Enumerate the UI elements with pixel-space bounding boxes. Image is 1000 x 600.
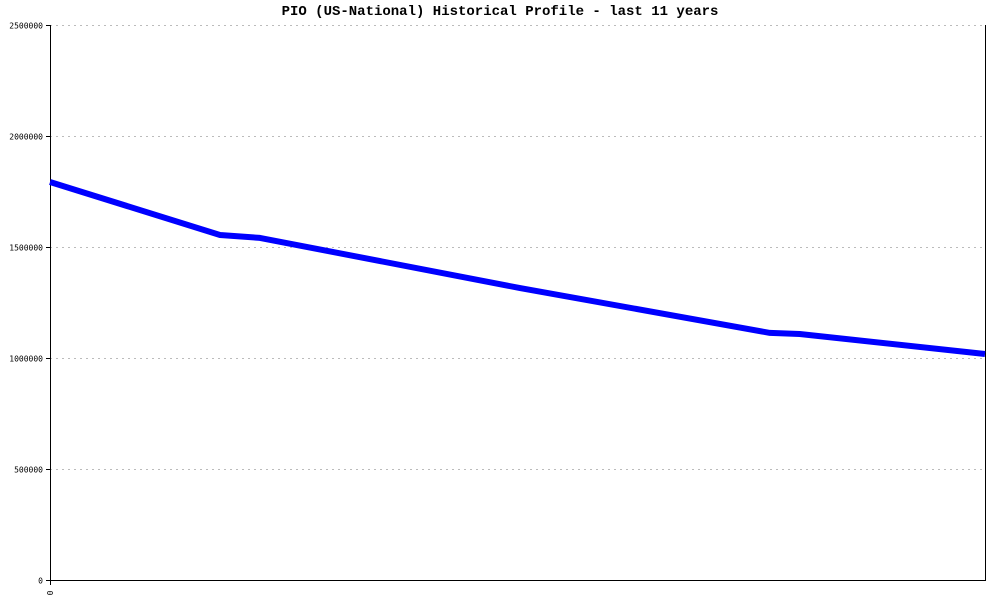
series-line [49,179,986,357]
y-tick-label: 1000000 [9,355,43,364]
y-tick-label: 500000 [14,466,43,475]
y-tick-label: 2500000 [9,22,43,31]
y-tick-label: 1500000 [9,244,43,253]
y-tick-label: 2000000 [9,133,43,142]
chart-title: PIO (US-National) Historical Profile - l… [281,4,719,20]
x-tick-label: 0 [46,590,55,595]
y-tick-label: 0 [38,577,43,586]
